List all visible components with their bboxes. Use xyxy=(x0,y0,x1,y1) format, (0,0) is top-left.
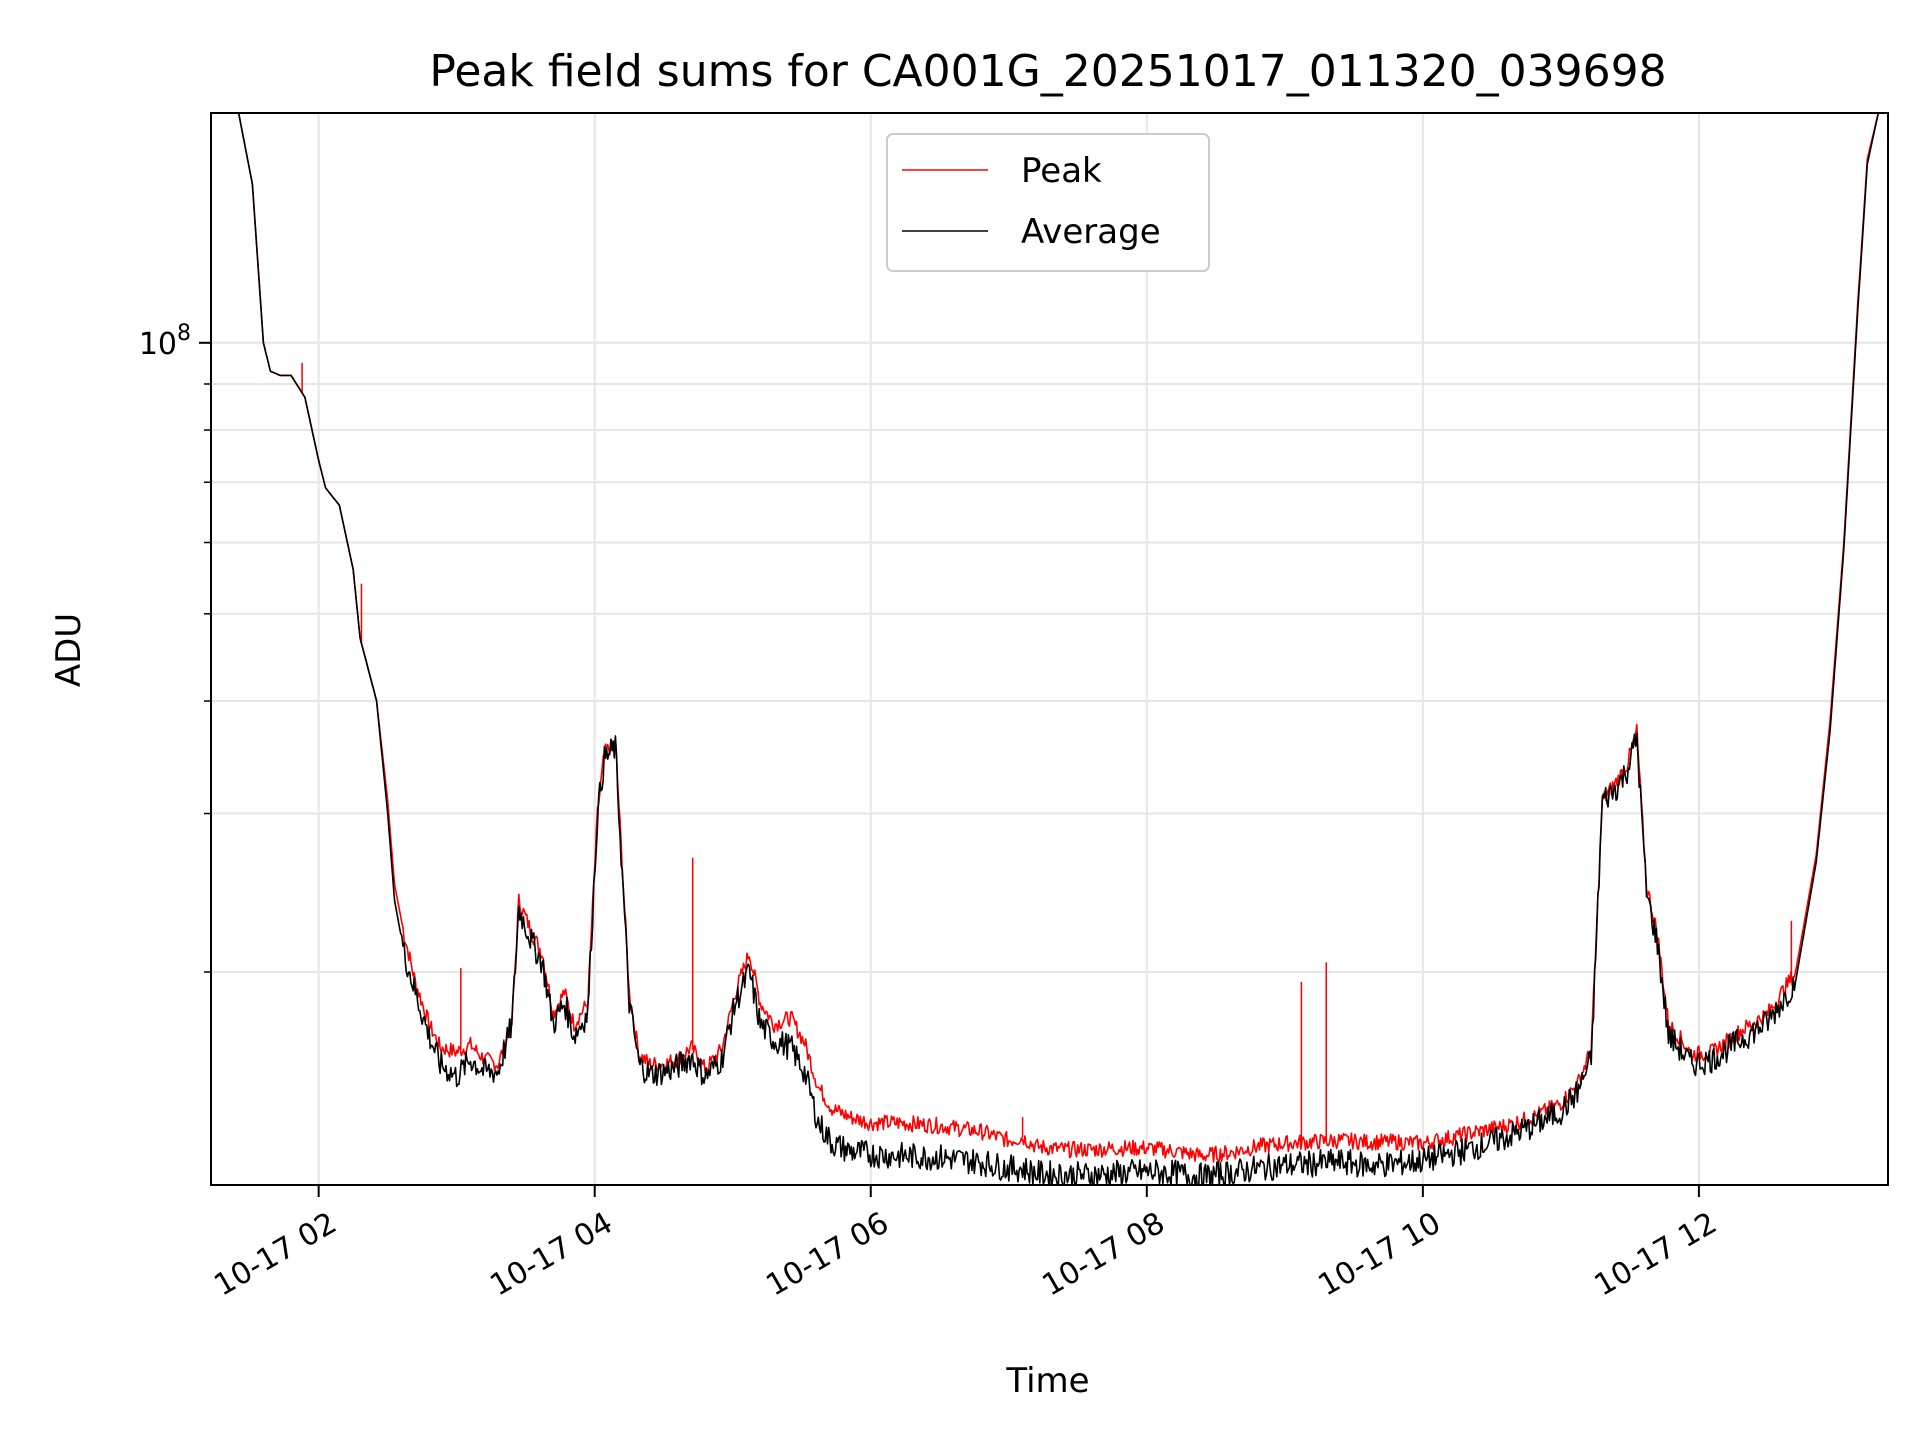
y-tick-label: 108 xyxy=(139,321,191,362)
plot-area-frame xyxy=(210,112,1889,1186)
legend-average-label: Average xyxy=(1021,212,1161,252)
series-layer xyxy=(211,113,1888,1185)
y-axis: 108 xyxy=(139,321,211,973)
series-line-peak xyxy=(211,113,1888,1163)
legend-box xyxy=(886,133,1210,272)
legend-peak-label: Peak xyxy=(1021,151,1102,191)
y-tick-label-exponent: 8 xyxy=(177,321,191,346)
x-axis-label: Time xyxy=(1005,1361,1089,1401)
y-axis-label: ADU xyxy=(49,613,89,687)
y-tick-label-base: 10 xyxy=(139,327,177,362)
legend: Peak Average xyxy=(886,133,1210,272)
grid xyxy=(211,113,1888,1185)
chart-title: Peak field sums for CA001G_20251017_0113… xyxy=(429,46,1666,97)
series-line-average xyxy=(211,113,1888,1185)
